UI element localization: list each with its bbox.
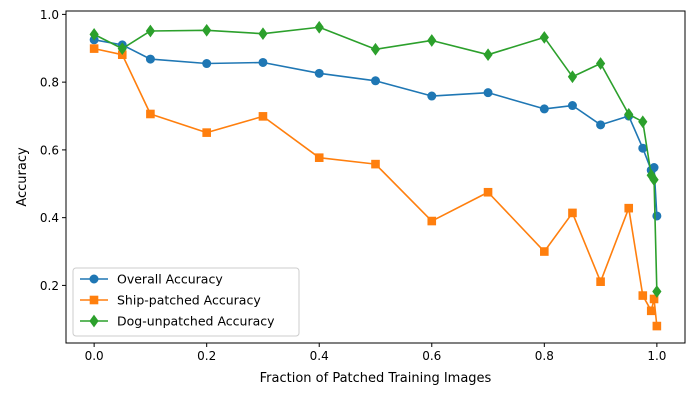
x-axis-label: Fraction of Patched Training Images [260,371,492,386]
y-tick-label: 0.4 [40,211,59,225]
data-point [624,203,634,213]
data-point [652,321,662,331]
data-point [652,285,662,298]
series-line [93,26,658,292]
x-axis-ticks: 0.0 0.2 0.4 0.6 0.8 1.0 [85,343,666,363]
data-point [258,27,268,41]
y-tick-label: 0.2 [40,279,59,293]
data-point [567,101,577,111]
legend-label: Dog-unpatched Accuracy [117,314,275,329]
x-tick-label: 0.4 [310,349,329,363]
data-point [596,277,605,286]
data-point [427,34,437,47]
data-point [539,104,549,114]
legend: Overall Accuracy Ship-patched Accuracy Dog… [72,267,300,337]
y-tick-label: 0.6 [40,143,59,157]
legend-item: Overall Accuracy [80,272,223,287]
data-point [371,159,380,169]
series-3 [89,20,662,298]
data-point [638,115,648,129]
data-point [89,44,99,53]
data-point [89,28,99,41]
legend-marker [89,274,99,284]
legend-item: Ship-patched Accuracy [80,293,261,308]
data-point [638,143,648,153]
data-point [483,187,493,197]
legend-label: Overall Accuracy [117,272,223,287]
data-point [652,211,662,221]
data-point [596,120,606,130]
x-tick-label: 0.0 [85,349,104,363]
data-point [649,294,659,304]
series-layer [89,20,662,331]
data-point [117,42,127,55]
data-point [483,88,493,98]
data-point [258,57,268,67]
data-point [483,48,493,62]
data-point [646,306,656,316]
data-point [427,216,437,226]
legend-label: Ship-patched Accuracy [117,293,261,308]
series-2 [89,44,662,331]
legend-box [72,267,300,337]
data-point [146,109,155,119]
y-axis-label: Accuracy [15,147,30,207]
data-point [314,153,324,162]
data-point [145,24,156,38]
series-1 [89,35,662,221]
data-point [624,107,634,121]
data-point [145,54,155,64]
data-point [539,31,549,44]
data-point [540,247,549,256]
y-tick-label: 0.8 [40,76,59,90]
data-point [370,42,381,56]
data-point [427,91,437,101]
data-point [258,112,268,121]
x-tick-label: 1.0 [647,349,666,363]
data-point [638,291,648,300]
data-point [202,128,211,137]
y-tick-label: 1.0 [40,8,59,22]
x-tick-label: 0.2 [197,349,216,363]
x-tick-label: 0.6 [422,349,441,363]
data-point [649,173,659,187]
x-tick-label: 0.8 [535,349,554,363]
y-axis-ticks: 0.2 0.4 0.6 0.8 1.0 [40,8,66,293]
data-point [202,59,212,69]
series-line [93,39,658,217]
data-point [595,57,606,70]
data-point [314,20,324,34]
data-point [371,76,380,86]
legend-item: Dog-unpatched Accuracy [80,314,275,329]
plot-area-frame [65,10,686,344]
data-point [568,208,577,218]
data-point [314,68,324,78]
legend-marker [89,295,99,305]
data-point [202,23,212,37]
legend-marker [89,314,99,328]
legend-items: Overall Accuracy Ship-patched Accuracy Dog… [80,272,275,329]
data-point [567,70,578,84]
